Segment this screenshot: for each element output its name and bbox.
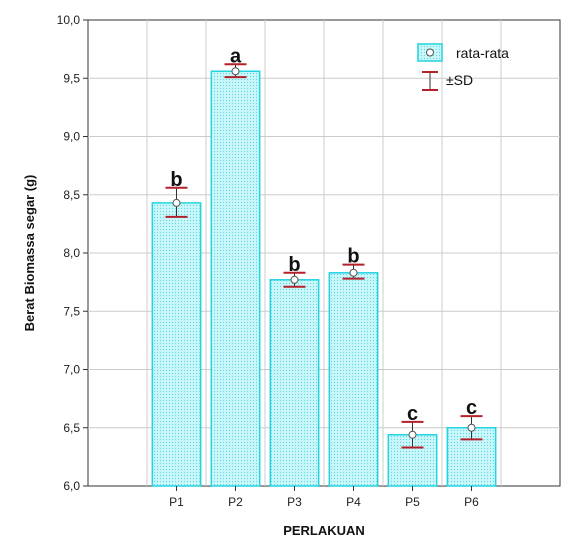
significance-label: b [347,246,359,268]
x-axis-ticks: P1 P2 P3 P4 P5 P6 [169,486,479,509]
mean-marker [349,268,358,277]
y-tick-label: 6,5 [63,421,80,435]
bars: b a b b c c [151,45,497,487]
significance-label: b [170,169,182,191]
significance-label: a [230,45,242,67]
x-tick-label: P1 [169,495,184,509]
mean-marker [290,275,299,284]
mean-marker [231,67,240,76]
y-tick-label: 8,5 [63,188,80,202]
mean-marker [172,198,181,207]
y-tick-label: 10,0 [57,13,81,27]
legend-mean-label: rata-rata [456,45,509,61]
bar-p4 [328,272,379,487]
y-tick-label: 6,0 [63,479,80,493]
significance-label: c [466,397,477,419]
x-tick-label: P5 [405,495,420,509]
legend: rata-rata ±SD [417,43,509,91]
bar-p2 [210,70,261,487]
y-tick-label: 7,0 [63,363,80,377]
y-tick-label: 8,0 [63,246,80,260]
x-tick-label: P6 [464,495,479,509]
y-tick-label: 9,5 [63,71,80,85]
significance-label: b [288,254,300,276]
y-axis-ticks: 6,0 6,5 7,0 7,5 8,0 8,5 9,0 9,5 10,0 [57,13,88,493]
mean-marker [408,430,417,439]
legend-mean-marker [426,48,434,57]
y-tick-label: 7,5 [63,304,80,318]
y-axis-title: Berat Biomassa segar (g) [22,175,37,332]
bar-p1 [151,202,202,487]
mean-marker [467,423,476,432]
x-tick-label: P3 [287,495,302,509]
significance-label: c [407,403,418,425]
x-tick-label: P4 [346,495,361,509]
bar-p3 [269,279,320,487]
y-tick-label: 9,0 [63,130,80,144]
x-axis-title: PERLAKUAN [283,523,365,538]
x-tick-label: P2 [228,495,243,509]
legend-sd-label: ±SD [446,72,473,88]
